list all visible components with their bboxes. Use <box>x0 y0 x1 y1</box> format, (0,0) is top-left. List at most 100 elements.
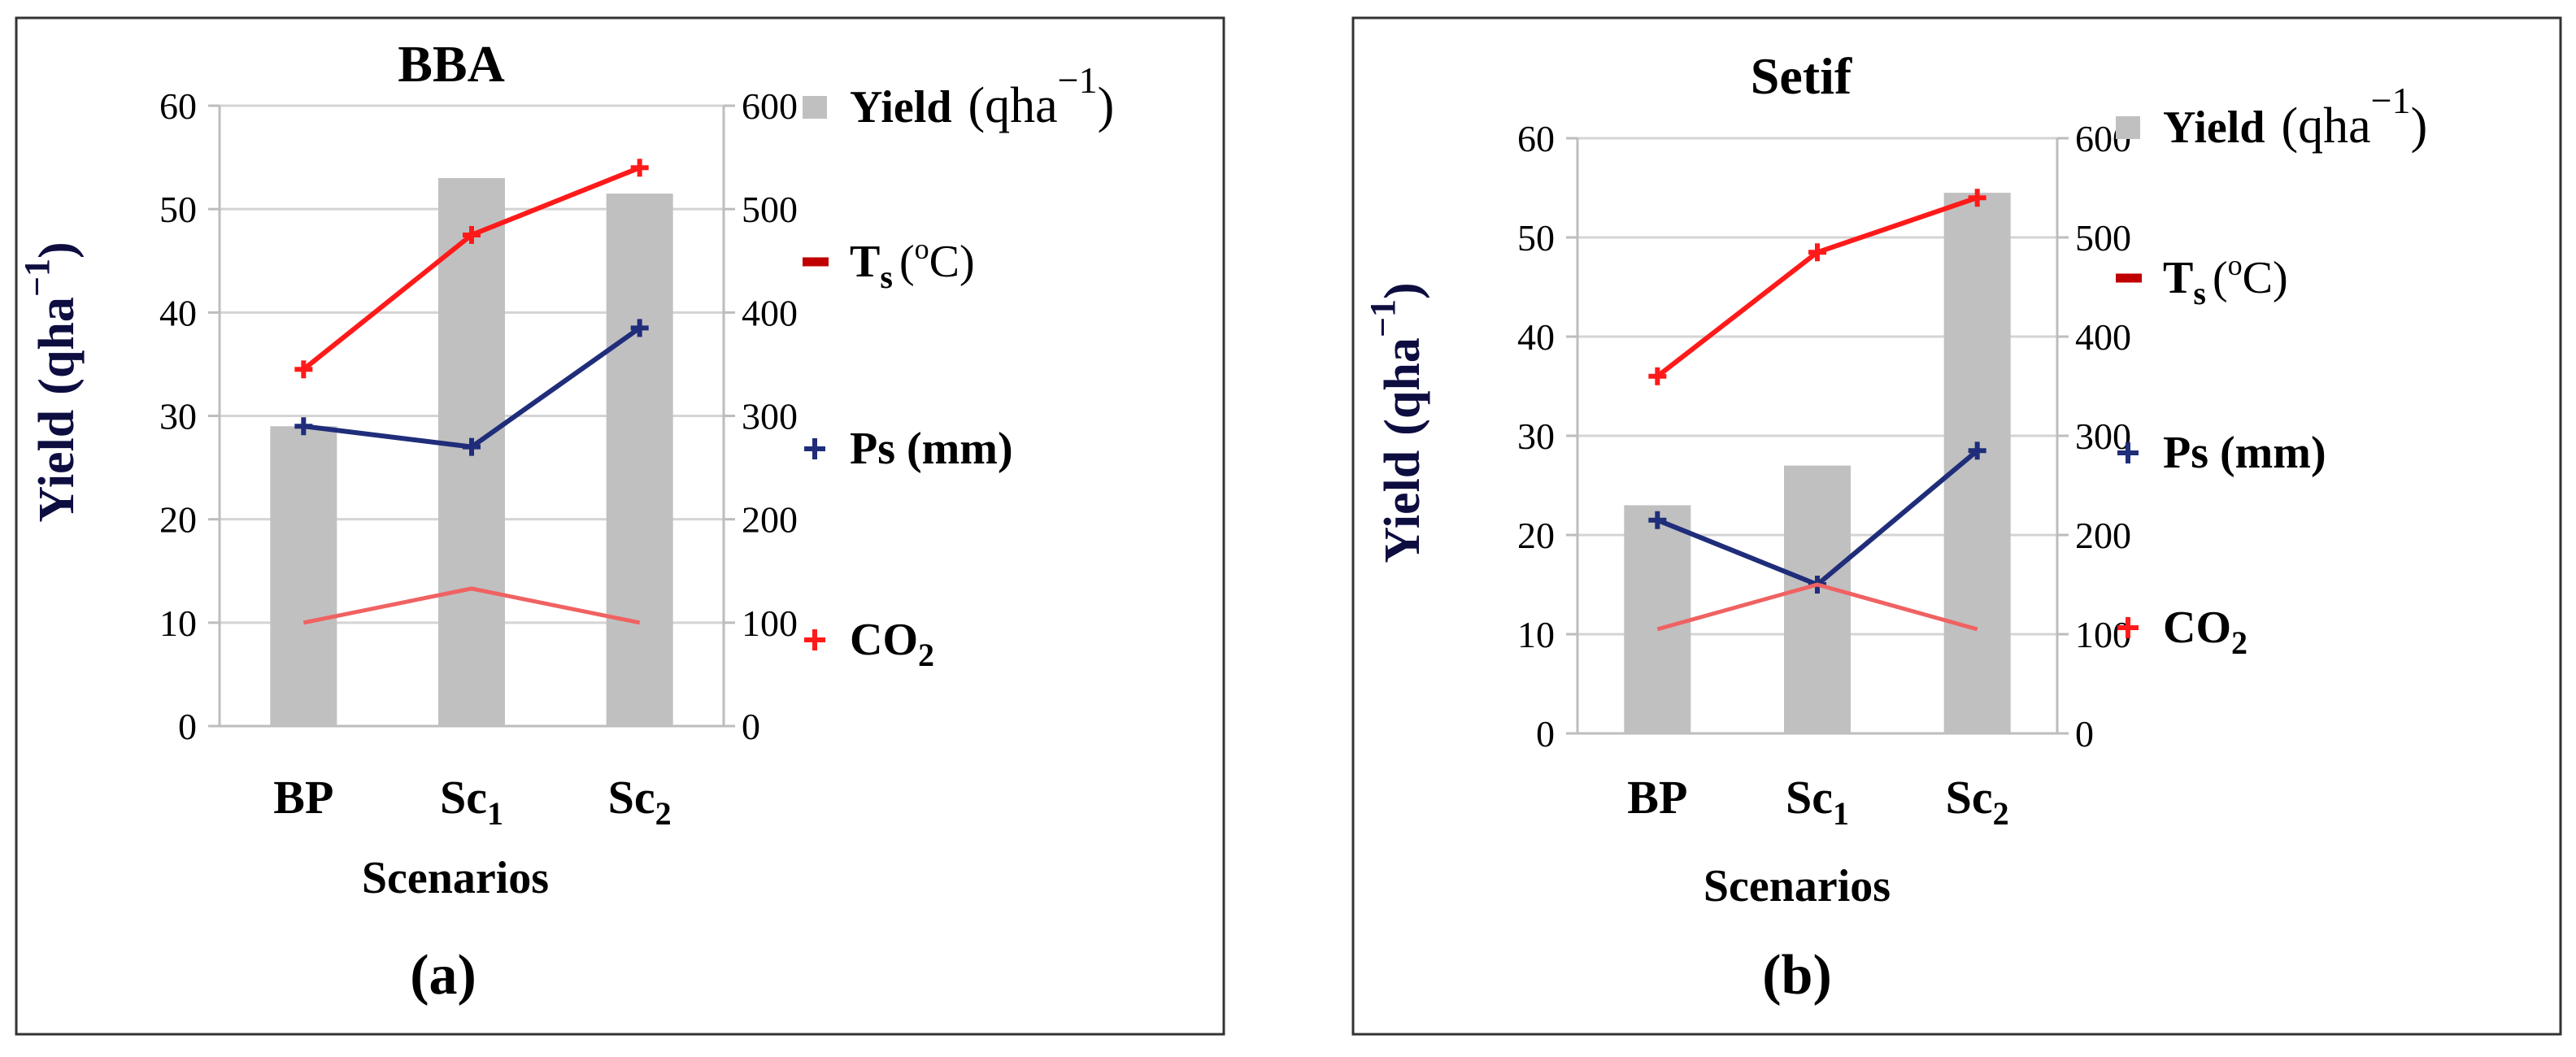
y2-tick-label: 600 <box>742 85 798 127</box>
legend-close: C) <box>929 237 975 287</box>
point-ts <box>1648 367 1667 385</box>
y-axis-label-unit: (qha <box>1375 337 1430 436</box>
legend-exponent: −1 <box>1058 59 1098 101</box>
legend-text: T <box>2163 253 2193 303</box>
legend-close: ) <box>1098 78 1115 133</box>
x-tick-text: Sc <box>608 771 655 824</box>
legend-swatch <box>803 96 827 119</box>
y2-tick-label: 0 <box>2075 713 2094 755</box>
x-tick-subscript: 2 <box>1993 795 2009 832</box>
legend-unit: (qha <box>2281 98 2370 154</box>
x-tick-label: Sc2 <box>608 771 672 832</box>
legend-label: Ps (mm) <box>850 424 1013 474</box>
legend-item-0: Yield (qha−1) <box>2116 80 2427 154</box>
y-axis-label: Yield (qha−1) <box>1363 282 1430 563</box>
y-tick-label: 40 <box>1517 316 1555 358</box>
legend-close: ) <box>2411 98 2428 154</box>
legend-unit: (qha <box>968 78 1057 133</box>
panel-border <box>15 16 1225 1036</box>
legend-item-1: Ts (oC) <box>803 233 975 295</box>
y2-tick-label: 0 <box>742 706 760 747</box>
legend-item-3: CO2 <box>2117 602 2247 661</box>
chart-title: BBA <box>398 35 505 93</box>
y-axis-label-exponent: −1 <box>1363 299 1403 337</box>
y-tick-label: 0 <box>1536 713 1555 755</box>
y-axis-label-exponent: −1 <box>17 259 57 297</box>
bar-yield <box>606 194 673 726</box>
y-tick-label: 30 <box>159 396 197 437</box>
x-tick-text: Sc <box>1946 771 1993 824</box>
x-tick-text: Sc <box>1786 771 1833 824</box>
legend-item-0: Yield (qha−1) <box>803 59 1114 133</box>
y-axis-label-close: ) <box>1375 282 1430 299</box>
x-tick-label: Sc1 <box>440 771 503 832</box>
y2-tick-label: 200 <box>2075 515 2131 556</box>
x-tick-label: Sc1 <box>1786 771 1849 832</box>
y-tick-label: 60 <box>159 85 197 127</box>
y2-tick-label: 100 <box>2075 614 2131 655</box>
legend-item-3: CO2 <box>804 615 934 673</box>
legend-subscript: s <box>2193 275 2206 311</box>
legend-text: T <box>850 237 880 287</box>
legend-label: Ts (oC) <box>2163 249 2288 311</box>
y-tick-label: 50 <box>159 189 197 230</box>
legend-superscript: o <box>915 233 929 265</box>
panel-border <box>1351 16 2562 1036</box>
legend-close: C) <box>2243 253 2288 303</box>
y-axis-label-unit: (qha <box>29 297 85 395</box>
legend-item-2: Ps (mm) <box>2117 428 2326 478</box>
legend-subscript: 2 <box>918 637 934 673</box>
legend-unit: ( <box>899 237 915 287</box>
y2-tick-label: 400 <box>742 292 798 333</box>
y-axis-label-close: ) <box>29 241 85 259</box>
x-axis-label: Scenarios <box>362 853 549 903</box>
x-tick-text: BP <box>1627 771 1687 824</box>
point-ts <box>630 159 649 177</box>
y-tick-label: 60 <box>1517 118 1555 159</box>
x-axis-label: Scenarios <box>1704 861 1891 911</box>
y2-tick-label: 400 <box>2075 316 2131 358</box>
y-tick-label: 10 <box>159 602 197 644</box>
legend-exponent: −1 <box>2371 80 2411 121</box>
y2-tick-label: 200 <box>742 499 798 541</box>
legend-text: Yield <box>2163 102 2265 153</box>
line-co2 <box>302 586 641 625</box>
legend-text: Yield <box>850 82 951 133</box>
point-ps <box>1968 442 1986 460</box>
legend-label: CO2 <box>850 615 934 673</box>
point-ps <box>630 319 649 337</box>
panel-label: (b) <box>1762 944 1832 1007</box>
legend-label: Ps (mm) <box>2163 428 2326 478</box>
bar-yield <box>1784 465 1851 733</box>
x-tick-text: Sc <box>440 771 487 824</box>
legend-text: CO <box>850 615 918 665</box>
legend-text: Ps (mm) <box>850 424 1013 474</box>
panel-label: (a) <box>410 944 476 1007</box>
y2-tick-label: 500 <box>2075 217 2131 259</box>
y2-tick-label: 300 <box>2075 415 2131 457</box>
legend-label: Yield (qha−1) <box>850 59 1114 133</box>
y-axis-label-text: Yield <box>29 410 85 523</box>
legend-label: CO2 <box>2163 602 2247 661</box>
point-ts <box>294 360 313 379</box>
point-ts <box>1808 243 1826 262</box>
legend-label: Yield (qha−1) <box>2163 80 2427 154</box>
y-axis-label-text: Yield <box>1375 450 1430 563</box>
point-ps <box>463 437 481 456</box>
x-tick-subscript: 1 <box>1833 795 1849 832</box>
bar-yield <box>1624 505 1691 733</box>
legend-superscript: o <box>2228 249 2243 281</box>
legend-item-2: Ps (mm) <box>804 424 1013 474</box>
legend-swatch <box>2116 116 2140 139</box>
point-ps <box>294 417 313 436</box>
legend-unit: ( <box>2213 253 2228 303</box>
y-tick-label: 10 <box>1517 614 1555 655</box>
point-ts <box>463 225 481 244</box>
bar-yield <box>270 426 337 726</box>
y-tick-label: 40 <box>159 292 197 333</box>
y-tick-label: 30 <box>1517 415 1555 457</box>
legend-text: CO <box>2163 602 2231 653</box>
